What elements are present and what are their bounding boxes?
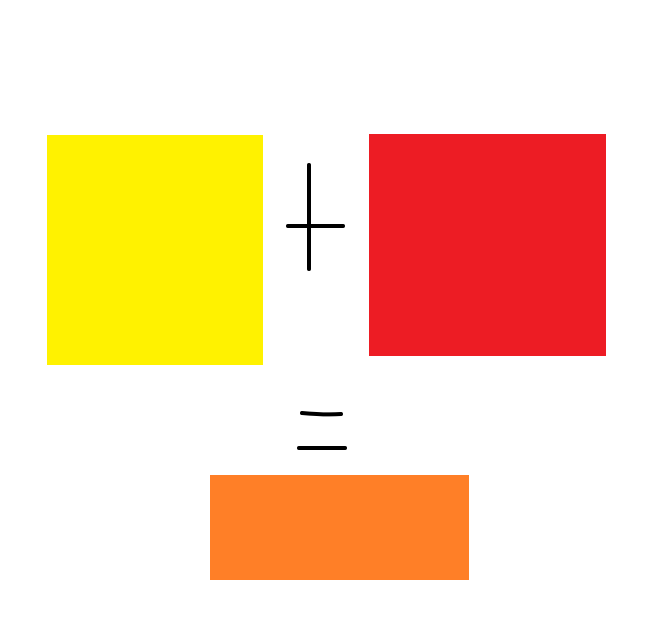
- equals-sign: [297, 411, 347, 450]
- plus-sign: [286, 163, 345, 271]
- equals-top-stroke: [300, 411, 343, 417]
- orange-result-rectangle: [210, 475, 469, 580]
- yellow-color-square: [47, 135, 263, 365]
- red-color-square: [369, 134, 606, 356]
